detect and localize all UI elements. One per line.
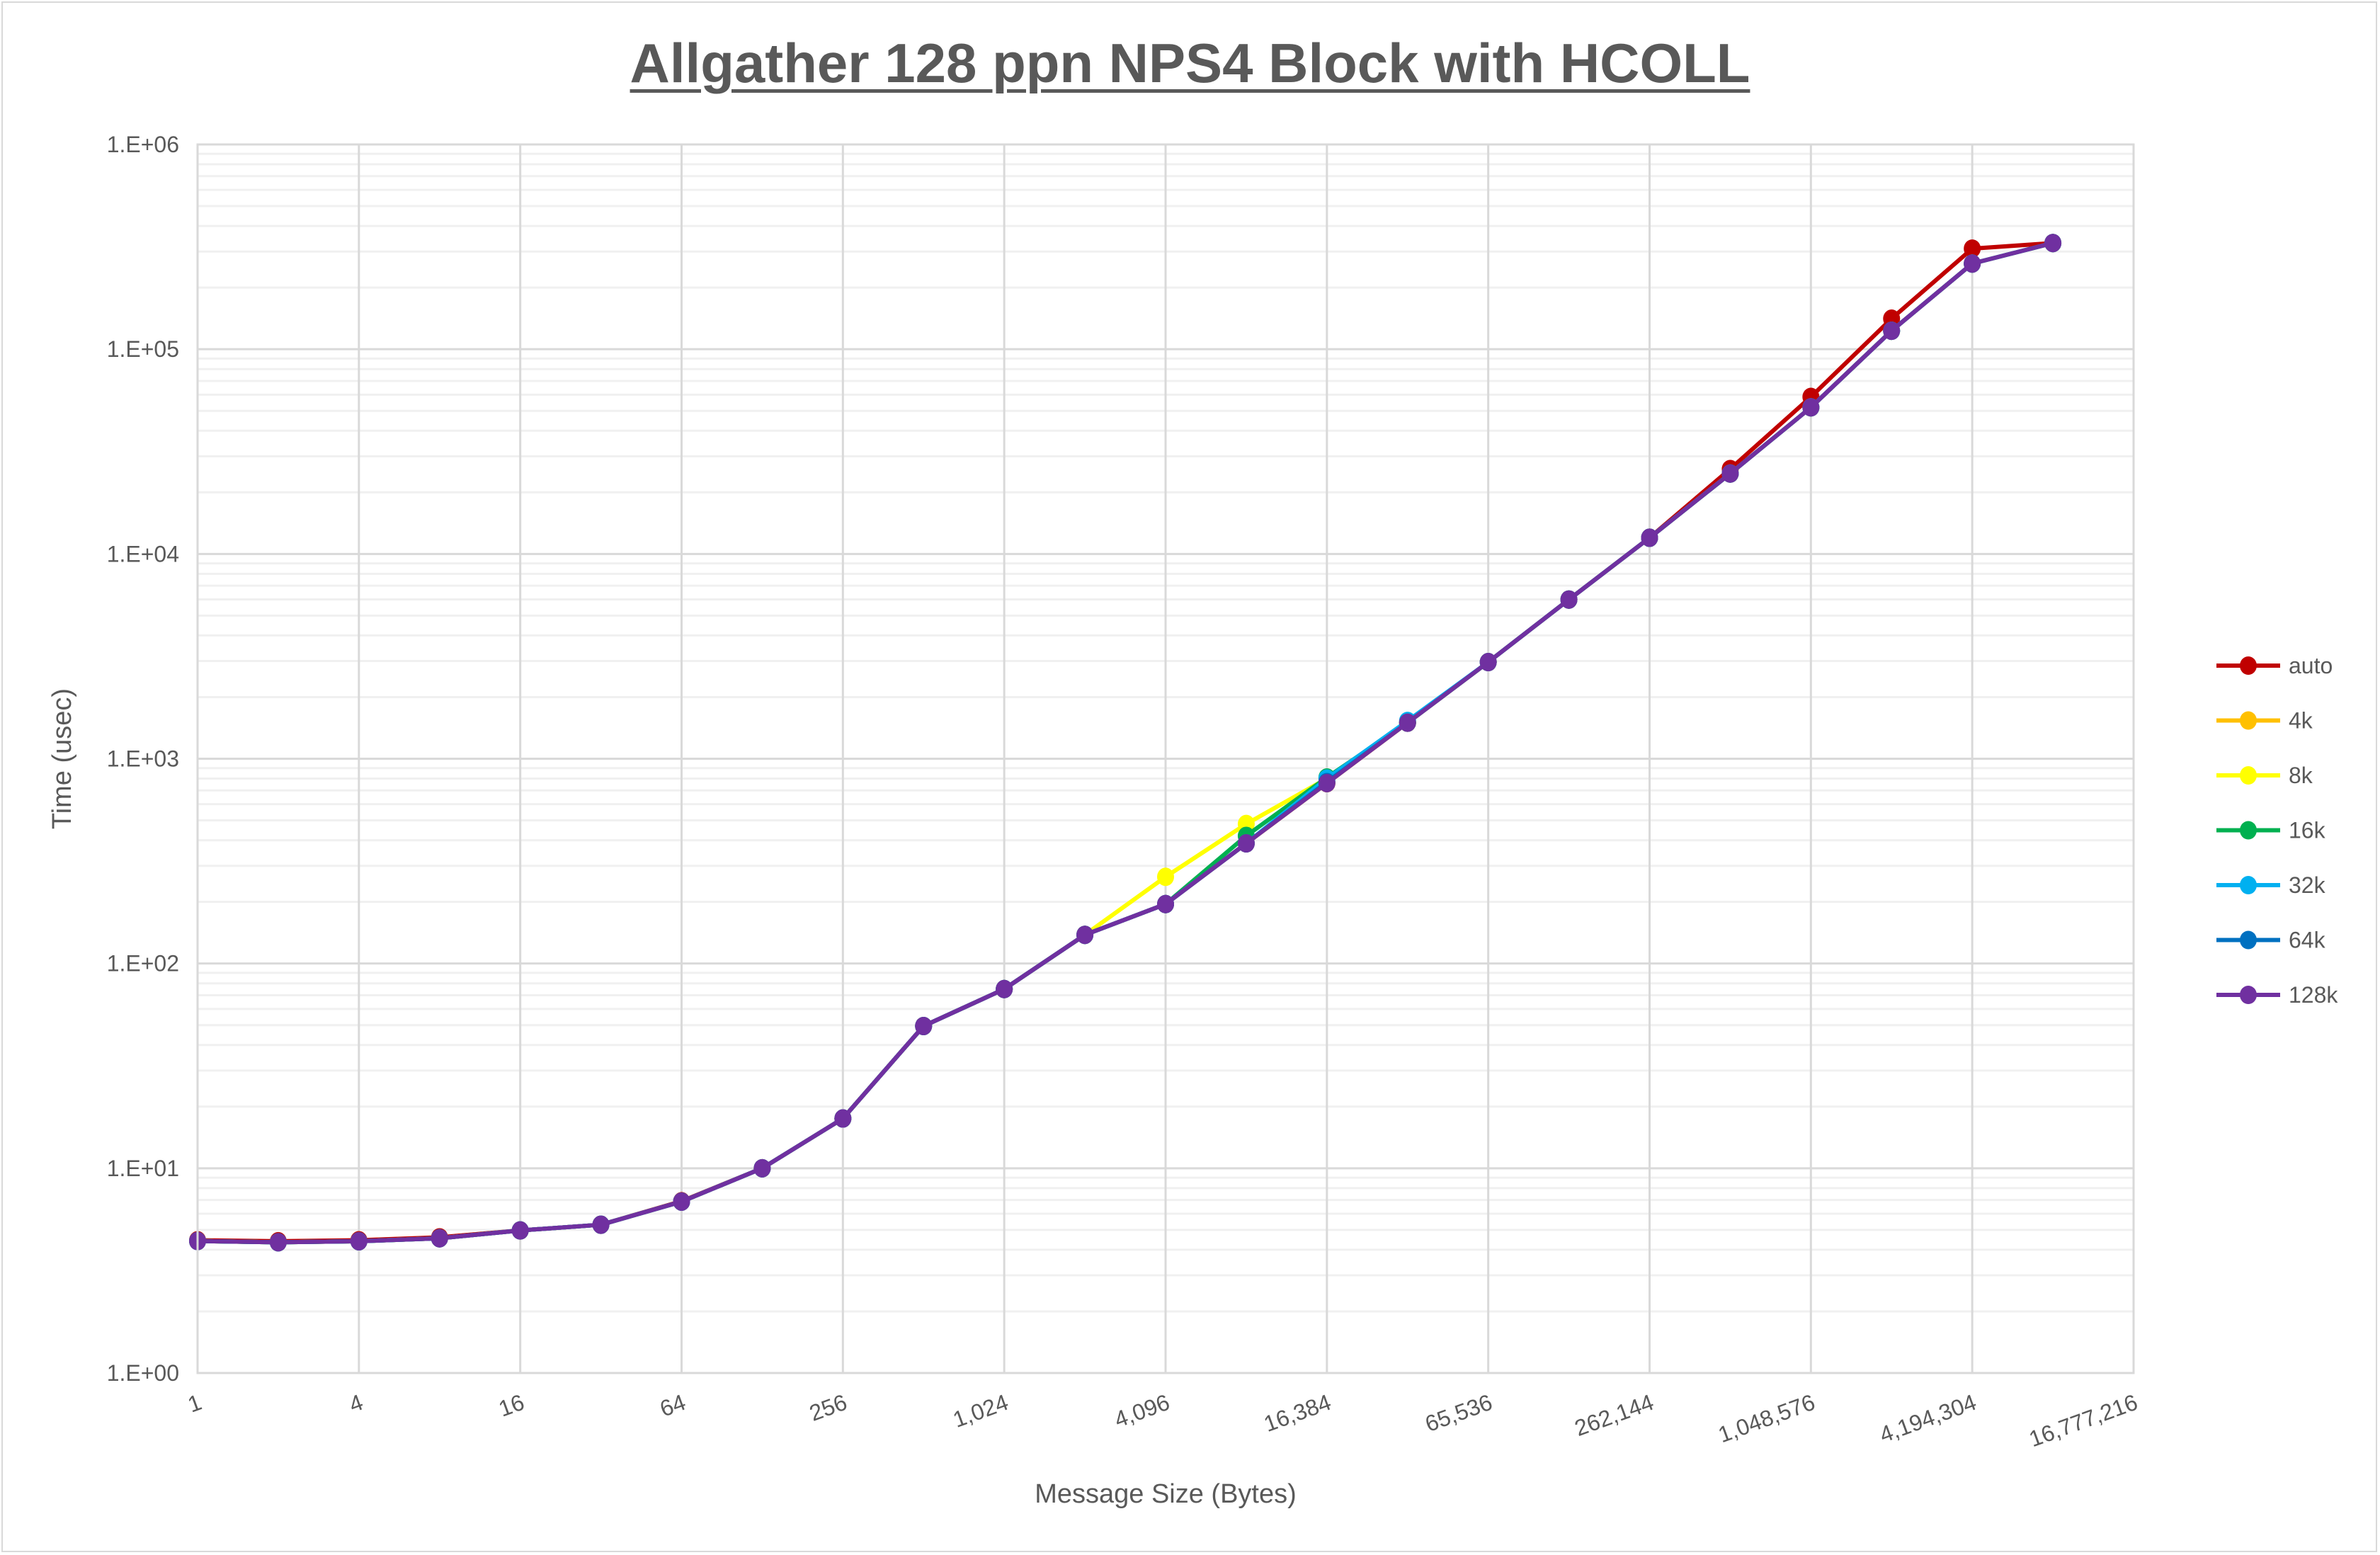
series-line-128k: [197, 241, 2054, 1245]
x-tick-label: 16,384: [1260, 1389, 1334, 1437]
data-point-128k: [511, 1221, 529, 1240]
x-tick-label: 1,024: [950, 1389, 1012, 1432]
x-tick-label: 256: [806, 1389, 850, 1426]
legend-marker-128k: [2240, 986, 2257, 1004]
legend-marker-64k: [2240, 930, 2257, 950]
x-tick-label: 262,144: [1571, 1389, 1657, 1441]
legend-marker-16k: [2240, 821, 2257, 840]
plot-area-border: [196, 143, 2135, 1374]
y-tick-label: 1.E+03: [107, 746, 179, 772]
data-point-128k: [673, 1192, 690, 1211]
data-point-128k: [1641, 528, 1658, 547]
data-point-128k: [1076, 925, 1094, 945]
data-point-8k: [1157, 867, 1174, 887]
data-point-128k: [1560, 590, 1578, 609]
series-line-auto: [197, 241, 2054, 1243]
legend-label-64k: 64k: [2289, 928, 2326, 953]
data-point-auto: [1964, 239, 1981, 258]
data-point-128k: [1318, 773, 1336, 792]
chart-title: Allgather 128 ppn NPS4 Block with HCOLL: [630, 32, 1750, 94]
x-tick-label: 4,096: [1111, 1389, 1173, 1432]
data-point-128k: [1964, 254, 1981, 273]
y-tick-label: 1.E+06: [107, 132, 179, 157]
x-tick-label: 16,777,216: [2026, 1389, 2141, 1452]
series-line-64k: [197, 241, 2054, 1245]
data-point-128k: [996, 979, 1013, 998]
legend-label-4k: 4k: [2289, 708, 2313, 734]
series-line-8k: [197, 241, 2054, 1245]
x-tick-label: 16: [495, 1389, 528, 1422]
y-tick-label: 1.E+01: [107, 1156, 179, 1181]
series-line-4k: [197, 241, 2054, 1245]
data-point-128k: [1157, 894, 1174, 913]
x-tick-label: 1: [184, 1389, 205, 1418]
legend-marker-8k: [2240, 766, 2257, 785]
data-point-128k: [1883, 321, 1901, 341]
x-tick-label: 4,194,304: [1876, 1389, 1979, 1448]
legend-label-auto: auto: [2289, 653, 2333, 678]
x-axis-label: Message Size (Bytes): [1035, 1479, 1297, 1509]
x-tick-label: 1,048,576: [1715, 1389, 1818, 1448]
legend-marker-32k: [2240, 876, 2257, 894]
legend-marker-auto: [2240, 656, 2257, 675]
legend-label-32k: 32k: [2289, 872, 2326, 898]
y-tick-label: 1.E+04: [107, 541, 179, 566]
series-line-16k: [197, 241, 2054, 1245]
data-point-128k: [834, 1109, 852, 1128]
y-tick-label: 1.E+05: [107, 336, 179, 362]
data-point-128k: [592, 1215, 610, 1234]
x-tick-label: 65,536: [1422, 1389, 1496, 1437]
data-point-128k: [1479, 653, 1497, 672]
data-point-128k: [1802, 398, 1820, 417]
y-tick-label: 1.E+02: [107, 951, 179, 976]
data-point-128k: [1237, 834, 1255, 853]
legend-label-8k: 8k: [2289, 763, 2313, 788]
legend-label-16k: 16k: [2289, 818, 2326, 843]
y-tick-label: 1.E+00: [107, 1360, 179, 1386]
y-axis-label: Time (usec): [47, 688, 77, 829]
data-point-128k: [431, 1229, 448, 1248]
data-point-128k: [1721, 464, 1739, 483]
data-point-128k: [1399, 713, 1416, 732]
x-tick-label: 4: [346, 1389, 366, 1418]
x-tick-label: 64: [656, 1389, 689, 1422]
legend-label-128k: 128k: [2289, 982, 2338, 1008]
data-point-128k: [753, 1158, 771, 1178]
legend-marker-4k: [2240, 711, 2257, 730]
data-point-128k: [2044, 234, 2062, 253]
data-point-128k: [350, 1231, 368, 1251]
series-line-32k: [197, 241, 2054, 1245]
data-point-128k: [269, 1233, 287, 1252]
data-point-128k: [915, 1016, 933, 1035]
